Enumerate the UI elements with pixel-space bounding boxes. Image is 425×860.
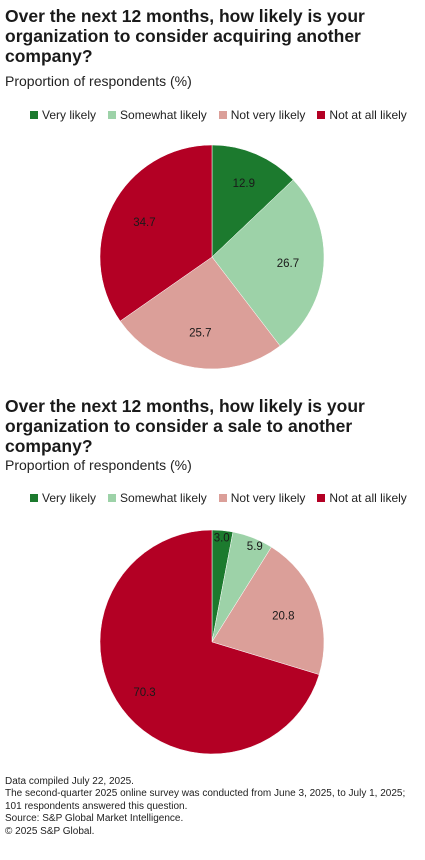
chart-2-subtitle: Proportion of respondents (%) — [5, 457, 192, 473]
legend-swatch-very-likely — [30, 111, 38, 119]
legend-label-not-very-likely: Not very likely — [230, 108, 306, 122]
pie-slice-not-at-all-likely — [99, 144, 213, 322]
chart-2-pie: 3.0 5.9 20.8 70.3 — [99, 529, 325, 755]
legend-label-somewhat-likely: Somewhat likely — [120, 108, 207, 122]
legend-swatch-not-at-all-likely — [317, 494, 326, 502]
chart-1-subtitle: Proportion of respondents (%) — [5, 73, 192, 89]
pie-slice-very-likely — [211, 144, 294, 258]
data-label-not-at-all-likely: 34.7 — [133, 217, 155, 229]
legend-label-very-likely: Very likely — [42, 491, 97, 505]
legend-label-somewhat-likely: Somewhat likely — [120, 491, 207, 505]
legend-swatch-somewhat-likely — [108, 111, 117, 119]
chart-1-legend: Very likely Somewhat likely Not very lik… — [30, 108, 410, 122]
footer-date: Data compiled July 22, 2025. — [5, 776, 134, 787]
chart-1-title: Over the next 12 months, how likely is y… — [5, 6, 365, 66]
legend-label-not-at-all-likely: Not at all likely — [329, 108, 407, 122]
legend-item-not-very-likely: Not very likely — [218, 491, 306, 505]
legend-label-not-at-all-likely: Not at all likely — [329, 491, 407, 505]
legend-item-not-at-all-likely: Not at all likely — [317, 108, 407, 122]
data-label-very-likely: 3.0 — [214, 532, 230, 544]
legend-item-very-likely: Very likely — [30, 108, 96, 122]
legend-item-somewhat-likely: Somewhat likely — [108, 491, 207, 505]
legend-item-somewhat-likely: Somewhat likely — [108, 108, 207, 122]
chart-2-legend: Very likely Somewhat likely Not very lik… — [30, 491, 410, 505]
legend-swatch-somewhat-likely — [108, 494, 117, 502]
chart-1-pie: 12.9 26.7 25.7 34.7 — [99, 144, 325, 370]
footer-notes: Data compiled July 22, 2025. The second-… — [5, 776, 420, 838]
data-label-somewhat-likely: 5.9 — [247, 541, 263, 553]
legend-label-not-very-likely: Not very likely — [230, 491, 306, 505]
legend-item-not-very-likely: Not very likely — [218, 108, 306, 122]
footer-copyright: © 2025 S&P Global. — [5, 825, 95, 837]
pie-slice-somewhat-likely — [211, 179, 325, 347]
legend-item-very-likely: Very likely — [30, 491, 96, 505]
data-label-very-likely: 12.9 — [233, 178, 255, 190]
data-label-not-at-all-likely: 70.3 — [133, 687, 155, 699]
pie-slice-not-very-likely — [211, 546, 325, 675]
pie-slice-not-very-likely — [119, 256, 281, 370]
data-label-not-very-likely: 20.8 — [272, 610, 294, 622]
legend-swatch-not-very-likely — [218, 494, 227, 502]
footer-source: Source: S&P Global Market Intelligence. — [5, 813, 184, 825]
legend-swatch-not-very-likely — [218, 111, 227, 119]
data-label-somewhat-likely: 26.7 — [277, 258, 299, 270]
chart-2-title: Over the next 12 months, how likely is y… — [5, 396, 365, 456]
footer-survey-note: The second-quarter 2025 online survey wa… — [5, 788, 406, 812]
legend-swatch-very-likely — [30, 494, 38, 502]
data-label-not-very-likely: 25.7 — [189, 327, 211, 339]
legend-swatch-not-at-all-likely — [317, 111, 326, 119]
legend-item-not-at-all-likely: Not at all likely — [317, 491, 407, 505]
pie-slice-not-at-all-likely — [99, 529, 320, 755]
legend-label-very-likely: Very likely — [42, 108, 97, 122]
